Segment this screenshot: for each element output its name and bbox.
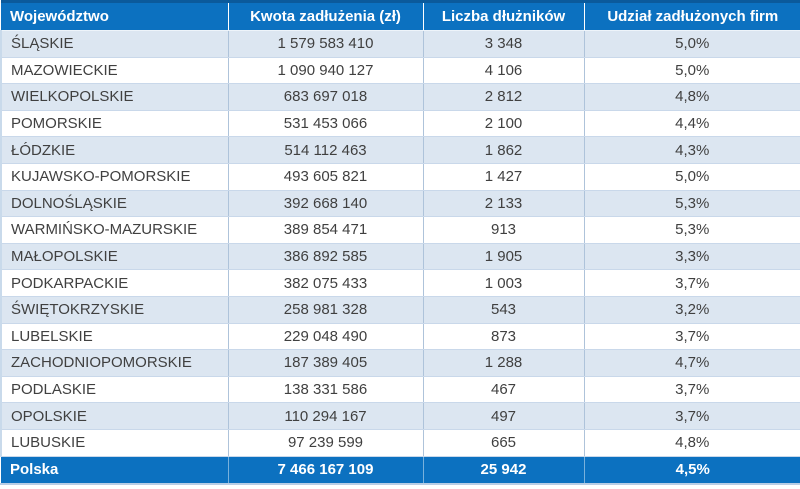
debt-cell: 392 668 140 bbox=[227, 190, 423, 218]
table-row: DOLNOŚLĄSKIE 392 668 140 2 133 5,3% bbox=[0, 190, 800, 218]
col-header-debtors: Liczba dłużników bbox=[422, 0, 584, 31]
region-cell: LUBUSKIE bbox=[0, 429, 228, 457]
region-cell: ŚWIĘTOKRZYSKIE bbox=[0, 296, 228, 324]
share-cell: 3,7% bbox=[583, 376, 800, 404]
share-cell: 4,7% bbox=[583, 349, 800, 377]
share-cell: 4,3% bbox=[583, 136, 800, 164]
debt-cell: 531 453 066 bbox=[227, 110, 423, 138]
share-cell: 3,3% bbox=[583, 243, 800, 271]
debtors-cell: 467 bbox=[422, 376, 584, 404]
table-bottom-border bbox=[0, 482, 800, 485]
region-cell: PODKARPACKIE bbox=[0, 269, 228, 297]
debt-cell: 382 075 433 bbox=[227, 269, 423, 297]
table-row: KUJAWSKO-POMORSKIE 493 605 821 1 427 5,0% bbox=[0, 163, 800, 191]
debt-cell: 138 331 586 bbox=[227, 376, 423, 404]
debtors-cell: 1 862 bbox=[422, 136, 584, 164]
table-row: PODKARPACKIE 382 075 433 1 003 3,7% bbox=[0, 269, 800, 297]
table-row: LUBELSKIE 229 048 490 873 3,7% bbox=[0, 323, 800, 351]
table-row: LUBUSKIE 97 239 599 665 4,8% bbox=[0, 429, 800, 457]
region-cell: PODLASKIE bbox=[0, 376, 228, 404]
debtors-cell: 2 133 bbox=[422, 190, 584, 218]
share-cell: 5,0% bbox=[583, 30, 800, 58]
table-row: ZACHODNIOPOMORSKIE 187 389 405 1 288 4,7% bbox=[0, 349, 800, 377]
region-cell: MAZOWIECKIE bbox=[0, 57, 228, 85]
table-footer: Polska 7 466 167 109 25 942 4,5% bbox=[1, 455, 800, 483]
debtors-cell: 1 003 bbox=[422, 269, 584, 297]
table-row: PODLASKIE 138 331 586 467 3,7% bbox=[0, 376, 800, 404]
debt-cell: 258 981 328 bbox=[227, 296, 423, 324]
share-cell: 3,7% bbox=[583, 402, 800, 430]
region-cell: OPOLSKIE bbox=[0, 402, 228, 430]
region-cell: DOLNOŚLĄSKIE bbox=[0, 190, 228, 218]
debtors-cell: 543 bbox=[422, 296, 584, 324]
debt-cell: 187 389 405 bbox=[227, 349, 423, 377]
share-cell: 5,3% bbox=[583, 190, 800, 218]
debt-cell: 97 239 599 bbox=[227, 429, 423, 457]
debtors-cell: 1 427 bbox=[422, 163, 584, 191]
region-cell: ZACHODNIOPOMORSKIE bbox=[0, 349, 228, 377]
region-cell: WIELKOPOLSKIE bbox=[0, 83, 228, 111]
debt-cell: 1 579 583 410 bbox=[227, 30, 423, 58]
debt-cell: 1 090 940 127 bbox=[227, 57, 423, 85]
debt-cell: 110 294 167 bbox=[227, 402, 423, 430]
share-cell: 4,4% bbox=[583, 110, 800, 138]
debtors-cell: 2 812 bbox=[422, 83, 584, 111]
debtors-cell: 2 100 bbox=[422, 110, 584, 138]
share-cell: 4,8% bbox=[583, 83, 800, 111]
table-row: MAZOWIECKIE 1 090 940 127 4 106 5,0% bbox=[0, 57, 800, 85]
region-cell: POMORSKIE bbox=[0, 110, 228, 138]
region-cell: KUJAWSKO-POMORSKIE bbox=[0, 163, 228, 191]
region-cell: ŚLĄSKIE bbox=[0, 30, 228, 58]
region-cell: ŁÓDZKIE bbox=[0, 136, 228, 164]
col-header-share: Udział zadłużonych firm bbox=[583, 0, 800, 31]
debt-cell: 683 697 018 bbox=[227, 83, 423, 111]
region-cell: LUBELSKIE bbox=[0, 323, 228, 351]
debt-cell: 229 048 490 bbox=[227, 323, 423, 351]
table-header-row: Województwo Kwota zadłużenia (zł) Liczba… bbox=[1, 0, 800, 31]
total-debt-cell: 7 466 167 109 bbox=[227, 455, 423, 483]
table-row: OPOLSKIE 110 294 167 497 3,7% bbox=[0, 402, 800, 430]
table-row: POMORSKIE 531 453 066 2 100 4,4% bbox=[0, 110, 800, 138]
col-header-debt: Kwota zadłużenia (zł) bbox=[227, 0, 423, 31]
total-region-cell: Polska bbox=[1, 455, 228, 483]
table-row: WARMIŃSKO-MAZURSKIE 389 854 471 913 5,3% bbox=[0, 216, 800, 244]
table-body: ŚLĄSKIE 1 579 583 410 3 348 5,0% MAZOWIECKIE… bbox=[0, 30, 800, 457]
debt-cell: 514 112 463 bbox=[227, 136, 423, 164]
debtors-cell: 873 bbox=[422, 323, 584, 351]
share-cell: 5,0% bbox=[583, 57, 800, 85]
debtors-cell: 1 905 bbox=[422, 243, 584, 271]
total-row: Polska 7 466 167 109 25 942 4,5% bbox=[1, 455, 800, 483]
col-header-region: Województwo bbox=[1, 0, 228, 31]
debt-cell: 493 605 821 bbox=[227, 163, 423, 191]
region-cell: MAŁOPOLSKIE bbox=[0, 243, 228, 271]
table-row: WIELKOPOLSKIE 683 697 018 2 812 4,8% bbox=[0, 83, 800, 111]
share-cell: 4,8% bbox=[583, 429, 800, 457]
table-row: ŚLĄSKIE 1 579 583 410 3 348 5,0% bbox=[0, 30, 800, 58]
total-debtors-cell: 25 942 bbox=[422, 455, 584, 483]
table-row: ŚWIĘTOKRZYSKIE 258 981 328 543 3,2% bbox=[0, 296, 800, 324]
share-cell: 3,2% bbox=[583, 296, 800, 324]
debtors-cell: 665 bbox=[422, 429, 584, 457]
debtors-cell: 913 bbox=[422, 216, 584, 244]
debtors-cell: 4 106 bbox=[422, 57, 584, 85]
table-header: Województwo Kwota zadłużenia (zł) Liczba… bbox=[1, 0, 800, 31]
region-cell: WARMIŃSKO-MAZURSKIE bbox=[0, 216, 228, 244]
debt-cell: 389 854 471 bbox=[227, 216, 423, 244]
share-cell: 5,0% bbox=[583, 163, 800, 191]
debtors-cell: 497 bbox=[422, 402, 584, 430]
debt-cell: 386 892 585 bbox=[227, 243, 423, 271]
share-cell: 3,7% bbox=[583, 269, 800, 297]
debtors-cell: 1 288 bbox=[422, 349, 584, 377]
share-cell: 3,7% bbox=[583, 323, 800, 351]
share-cell: 5,3% bbox=[583, 216, 800, 244]
total-share-cell: 4,5% bbox=[583, 455, 800, 483]
table-row: ŁÓDZKIE 514 112 463 1 862 4,3% bbox=[0, 136, 800, 164]
table-row: MAŁOPOLSKIE 386 892 585 1 905 3,3% bbox=[0, 243, 800, 271]
debtors-cell: 3 348 bbox=[422, 30, 584, 58]
